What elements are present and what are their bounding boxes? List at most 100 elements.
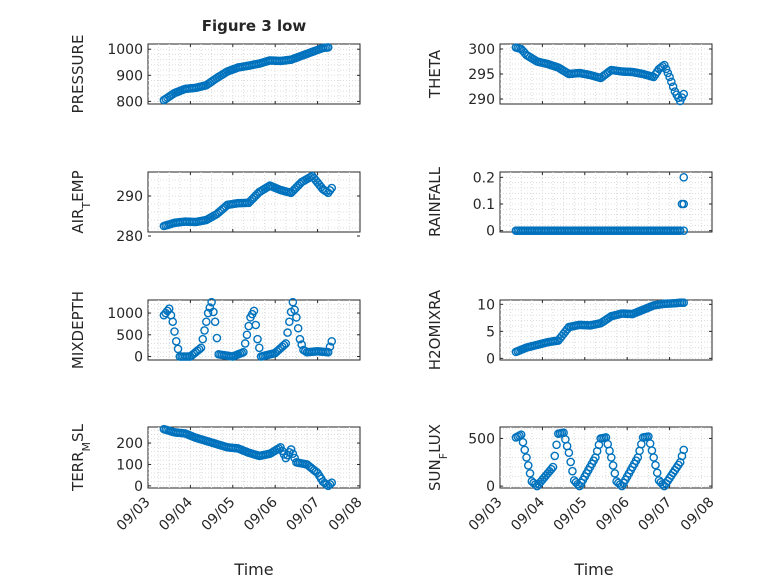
data-point	[568, 466, 577, 476]
x-tick-label: 09/06	[241, 494, 281, 534]
y-tick-label: 800	[116, 94, 143, 110]
data-point	[285, 317, 294, 327]
data-point	[649, 453, 659, 462]
data-point	[170, 327, 179, 336]
data-point	[550, 451, 560, 461]
data-point	[661, 64, 671, 74]
data-point	[522, 453, 531, 462]
data-point	[327, 183, 337, 193]
y-axis-label: SUNFLUX	[426, 424, 450, 491]
y-tick-label: 500	[116, 328, 143, 344]
data-point	[667, 77, 676, 87]
y-tick-label: 0	[486, 479, 495, 495]
data-point	[212, 333, 222, 343]
y-axis-label: MIXDEPTH	[69, 291, 87, 369]
y-tick-label: 0	[486, 224, 495, 240]
subplot-h2omixra: 0 5 10 H2OMIXRA	[426, 289, 713, 370]
data-point	[323, 347, 333, 357]
y-axis-label: AIRTEMP	[69, 170, 93, 233]
y-tick-label: 1000	[107, 306, 143, 322]
data-point	[254, 343, 264, 353]
data-point	[168, 317, 178, 327]
x-tick-label: 09/03	[114, 494, 154, 534]
y-axis-label: H2OMIXRA	[426, 289, 444, 370]
data-point	[173, 344, 183, 354]
data-point	[290, 305, 299, 315]
data-point	[198, 334, 208, 344]
data-point	[286, 445, 296, 454]
figure-title: Figure 3 low	[202, 17, 307, 35]
data-point	[171, 337, 181, 346]
data-point	[325, 479, 335, 489]
y-tick-label: 100	[116, 457, 143, 473]
subplot-theta: 290 295 300 THETA	[426, 42, 713, 108]
y-tick-label: 290	[116, 189, 143, 205]
x-axis-label-left: Time	[233, 560, 273, 579]
x-tick-label: 09/06	[593, 494, 633, 534]
data-point	[608, 461, 618, 470]
y-axis-label: PRESSURE	[69, 35, 87, 114]
y-axis-label: RAINFALL	[426, 166, 444, 237]
data-point	[325, 342, 335, 352]
data-point	[239, 347, 248, 357]
data-point	[525, 469, 535, 478]
y-tick-label: 200	[116, 436, 143, 452]
data-point	[679, 173, 689, 182]
data-point	[327, 478, 337, 487]
data-point	[251, 320, 261, 330]
data-point	[610, 469, 620, 478]
x-tick-label: 09/04	[508, 494, 548, 534]
x-tick-label: 09/05	[551, 494, 591, 534]
data-point	[325, 186, 335, 195]
data-point	[327, 337, 337, 346]
y-tick-label: 0	[134, 479, 143, 495]
data-point	[516, 430, 526, 439]
data-point	[209, 307, 218, 317]
subplot-mixdepth: 0 500 1000 MIXDEPTH	[69, 291, 361, 369]
y-tick-label: 1000	[107, 42, 143, 58]
data-point	[679, 298, 689, 308]
data-point	[279, 340, 289, 350]
data-point	[679, 89, 689, 99]
data-point	[523, 461, 533, 470]
y-tick-label: 280	[116, 229, 143, 245]
y-tick-label: 295	[468, 67, 495, 83]
data-point	[292, 313, 301, 322]
data-point	[552, 440, 561, 450]
data-point	[564, 448, 574, 458]
y-tick-label: 0	[134, 350, 143, 366]
data-point	[196, 343, 206, 353]
y-tick-label: 0.1	[473, 197, 495, 213]
data-point	[240, 339, 250, 348]
data-point	[322, 480, 331, 489]
data-point	[194, 344, 204, 354]
subplot-pressure: 800 900 1000 PRESSURE Figure 3 low	[69, 17, 361, 114]
y-tick-label: 10	[477, 297, 495, 313]
data-point	[201, 317, 211, 327]
data-point	[295, 334, 305, 344]
data-point	[668, 82, 678, 91]
y-axis-label: TERRMSL	[69, 423, 93, 492]
data-point	[675, 226, 685, 235]
data-point	[679, 226, 689, 235]
x-tick-label: 09/03	[466, 494, 506, 534]
data-point	[651, 460, 660, 470]
data-point	[288, 297, 298, 307]
x-tick-label: 09/08	[678, 494, 718, 534]
data-point	[210, 317, 220, 327]
data-point	[253, 334, 262, 344]
subplot-terr-msl: 09/03 09/04 09/05 09/06 09/07 09/08 0 100 200 TER…	[69, 423, 366, 534]
data-point	[242, 330, 252, 340]
x-tick-label: 09/04	[156, 494, 196, 534]
data-point	[566, 457, 575, 467]
data-point	[518, 437, 528, 447]
data-point	[249, 306, 259, 316]
data-point	[607, 453, 616, 462]
data-point	[548, 462, 558, 472]
y-axis-label: THETA	[426, 49, 444, 99]
y-tick-label: 5	[486, 324, 495, 340]
x-tick-label: 09/07	[283, 494, 323, 534]
x-tick-label: 09/05	[199, 494, 239, 534]
